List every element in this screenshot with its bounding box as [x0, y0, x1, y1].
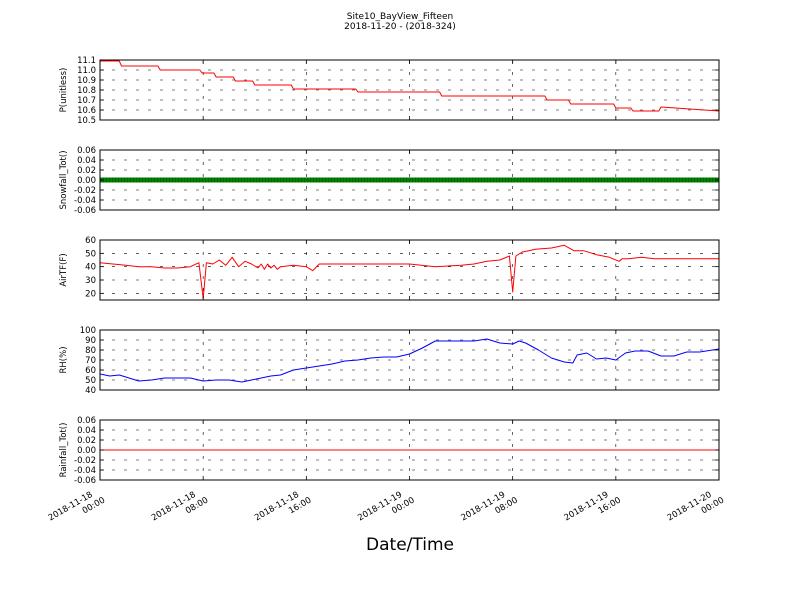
panel-p-series-line	[100, 60, 719, 112]
panel-snowfall: -0.06-0.04-0.020.000.020.040.06 Snowfall_…	[59, 146, 720, 216]
panel-rainfall-ytick-label-5: 0.04	[77, 426, 96, 436]
panel-snowfall-ytick-label-6: 0.06	[77, 146, 96, 156]
panel-airtf-ytick-label-1: 30	[85, 276, 96, 286]
panel-p-ytick-label-5: 11.0	[77, 66, 96, 76]
panel-airtf-ytick-label-4: 60	[85, 236, 96, 246]
panel-p-ytick-label-6: 11.1	[77, 56, 96, 66]
panel-snowfall-ytick-label-5: 0.04	[77, 156, 96, 166]
panel-rainfall: -0.06-0.04-0.020.000.020.040.06 Rainfall_…	[59, 416, 720, 486]
panel-rh-ytick-label-6: 100	[80, 326, 96, 336]
panel-p-ytick-label-4: 10.9	[77, 76, 96, 86]
panel-rainfall-ytick-label-0: -0.06	[74, 476, 96, 486]
panel-rainfall-ytick-label-4: 0.02	[77, 436, 96, 446]
panel-snowfall-ytick-label-4: 0.02	[77, 166, 96, 176]
panel-airtf: 20 30 40 50 60 AirTF(F)	[59, 236, 720, 301]
panel-p-ytick-label-2: 10.7	[77, 96, 96, 106]
panel-p-ylabel: P(unitless)	[59, 68, 69, 113]
panel-rainfall-ytick-label-6: 0.06	[77, 416, 96, 426]
panel-rh-ytick-label-4: 80	[85, 346, 96, 356]
panels-group: 10.510.610.710.810.911.011.1 P(unitless) -…	[59, 56, 720, 486]
panel-rh-series-line	[100, 338, 719, 383]
panel-airtf-series-line	[100, 244, 719, 300]
panel-rh-ylabel: RH(%)	[59, 346, 69, 373]
chart-title: Site10_BayView_Fifteen	[347, 12, 453, 22]
panel-p-ytick-label-0: 10.5	[77, 116, 96, 126]
panel-rh-ytick-label-1: 50	[85, 376, 96, 386]
panel-rainfall-ytick-label-3: 0.00	[77, 446, 96, 456]
panel-snowfall-ytick-label-0: -0.06	[74, 206, 96, 216]
x-axis-label: Date/Time	[366, 535, 454, 555]
panel-rainfall-ylabel: Rainfall_Tot()	[59, 423, 69, 478]
panel-p: 10.510.610.710.810.911.011.1 P(unitless)	[59, 56, 720, 126]
panel-airtf-ytick-label-3: 50	[85, 249, 96, 259]
panel-rh-ytick-label-2: 60	[85, 366, 96, 376]
panel-airtf-ylabel: AirTF(F)	[59, 253, 69, 286]
chart-subtitle: 2018-11-20 - (2018-324)	[344, 22, 456, 32]
panel-snowfall-ytick-label-2: -0.02	[74, 186, 96, 196]
panel-rainfall-ytick-label-2: -0.02	[74, 456, 96, 466]
panel-p-ytick-label-3: 10.8	[77, 86, 96, 96]
panel-rainfall-ytick-label-1: -0.04	[74, 466, 96, 476]
panel-airtf-ytick-label-2: 40	[85, 263, 96, 273]
panel-p-ytick-label-1: 10.6	[77, 106, 96, 116]
panel-airtf-ytick-label-0: 20	[85, 289, 96, 299]
panel-rh-ytick-label-3: 70	[85, 356, 96, 366]
panel-snowfall-ytick-label-3: 0.00	[77, 176, 96, 186]
panel-snowfall-ytick-label-1: -0.04	[74, 196, 96, 206]
panel-rh-ytick-label-5: 90	[85, 336, 96, 346]
panel-snowfall-ylabel: Snowfall_Tot()	[59, 150, 69, 209]
panel-rh-ytick-label-0: 40	[85, 386, 96, 396]
